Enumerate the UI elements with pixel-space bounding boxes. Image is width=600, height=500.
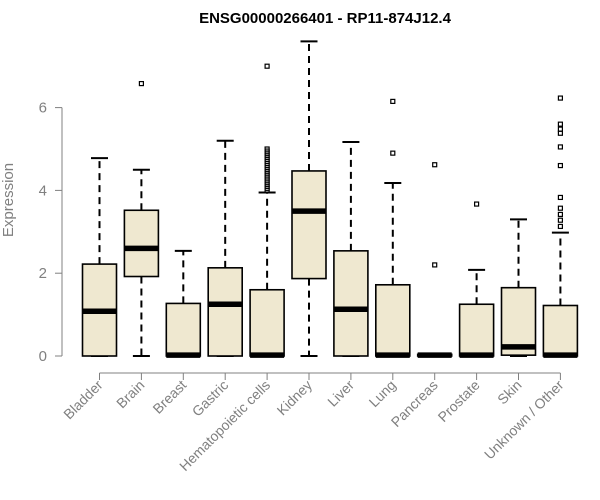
outlier-point (432, 262, 438, 268)
box-iqr (207, 267, 243, 357)
x-tick-label: Liver (324, 377, 357, 410)
outlier-point (557, 95, 564, 101)
box-liver (333, 140, 369, 357)
y-tick-label: 4 (39, 182, 47, 199)
x-tick-label: Lung (366, 377, 399, 410)
box-gastric (207, 139, 243, 357)
box-pancreas (416, 162, 453, 358)
box-prostate (458, 201, 495, 358)
box-iqr (542, 304, 579, 357)
outlier-point (557, 217, 564, 223)
box-iqr (249, 288, 285, 357)
chart-title: ENSG00000266401 - RP11-874J12.4 (199, 10, 452, 27)
box-brain (123, 80, 160, 357)
box-hematopoietic-cells (249, 63, 285, 358)
outlier-point (557, 211, 564, 218)
outlier-point (557, 194, 564, 201)
box-lung (374, 98, 411, 358)
outlier-point (264, 63, 270, 69)
y-axis-label: Expression (0, 163, 17, 237)
outlier-point (557, 121, 564, 127)
y-tick-label: 6 (39, 100, 47, 117)
x-tick-label: Unknown / Other (481, 377, 567, 463)
outlier-point (557, 130, 564, 136)
outlier-point (264, 146, 270, 152)
box-iqr (374, 283, 411, 357)
outlier-point (557, 162, 564, 169)
box-breast (165, 249, 202, 358)
outlier-point (557, 144, 564, 150)
box-iqr (333, 250, 369, 357)
x-tick-label: Breast (149, 377, 189, 417)
box-skin (500, 218, 537, 357)
x-tick-label: Brain (113, 377, 147, 411)
x-tick-label: Prostate (435, 377, 483, 425)
outlier-point (557, 223, 564, 230)
outlier-point (557, 205, 564, 211)
y-axis: 0 2 4 6 (39, 100, 63, 365)
box-iqr (291, 170, 327, 280)
x-tick-label: Bladder (60, 377, 106, 423)
y-tick-label: 0 (39, 348, 47, 365)
box-iqr (165, 302, 202, 357)
x-tick-label: Skin (494, 377, 525, 408)
outlier-point (138, 80, 144, 87)
outlier-point (390, 98, 396, 104)
box-iqr (500, 286, 537, 356)
box-bladder (81, 157, 118, 357)
box-iqr (123, 209, 160, 278)
outlier-point (390, 150, 396, 156)
y-tick-label: 2 (39, 265, 47, 282)
box-iqr (458, 303, 495, 357)
outlier-point (432, 162, 438, 168)
x-tick-label: Kidney (274, 377, 316, 419)
box-kidney (291, 40, 327, 357)
box-unknown-other (542, 95, 579, 358)
x-tick-label: Pancreas (388, 377, 441, 430)
outlier-point (557, 126, 564, 132)
box-series (81, 40, 579, 358)
outlier-point (474, 201, 480, 207)
